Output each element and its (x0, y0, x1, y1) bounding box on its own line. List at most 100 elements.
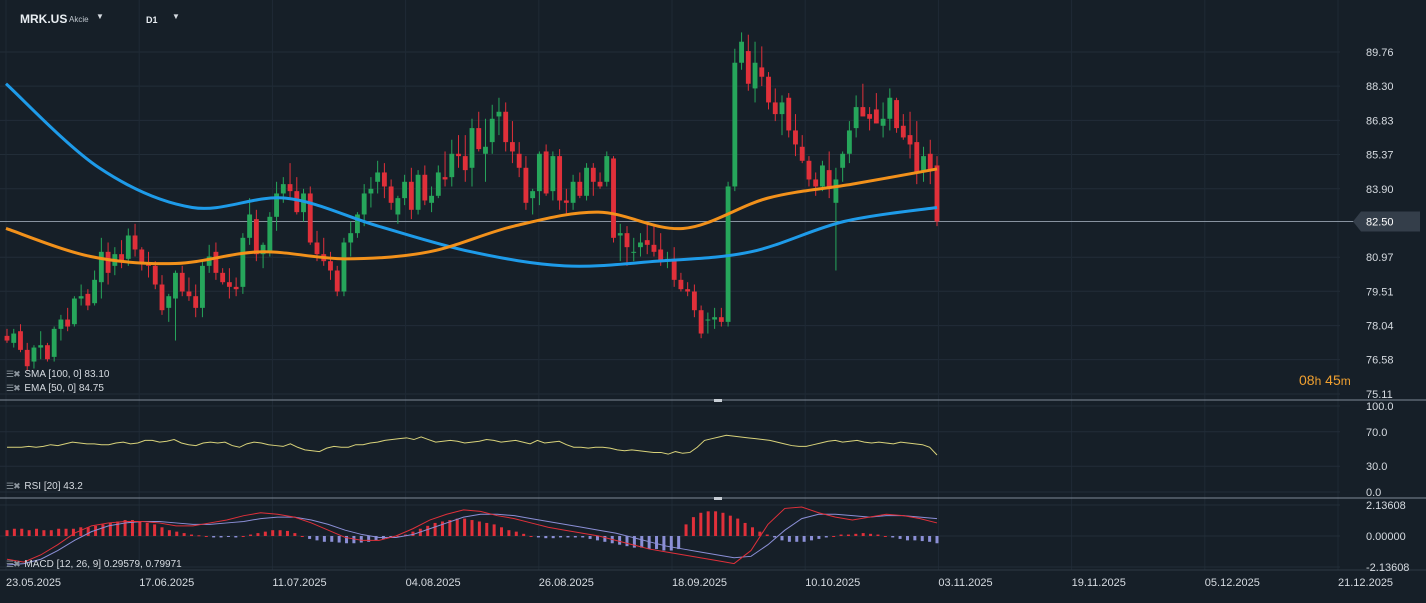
candles (4, 32, 940, 371)
candlestick (671, 247, 677, 287)
rsi-legend-label: RSI [20] 43.2 (24, 481, 83, 492)
sma-legend-label: SMA [100, 0] 83.10 (24, 369, 110, 380)
candlestick (240, 233, 246, 294)
macd-histogram-bar (160, 527, 164, 536)
candlestick (557, 149, 563, 210)
candle-body (712, 317, 718, 320)
macd-histogram-bar (618, 536, 622, 545)
candle-body (631, 251, 637, 253)
settings-icon[interactable]: ☰✖ (6, 383, 21, 393)
sma-legend[interactable]: ☰✖ SMA [100, 0] 83.10 (6, 369, 109, 380)
macd-histogram-bar (433, 522, 437, 536)
candle-body (826, 170, 832, 189)
candle-body (200, 265, 205, 308)
macd-histogram-bar (795, 536, 799, 542)
candle-body (415, 174, 421, 210)
candle-body (388, 186, 394, 203)
macd-histogram-bar (293, 533, 297, 536)
ema-legend[interactable]: ☰✖ EMA [50, 0] 84.75 (6, 383, 104, 394)
settings-icon[interactable]: ☰✖ (6, 369, 21, 379)
macd-histogram-bar (463, 518, 467, 536)
candle-body (38, 345, 44, 348)
candlestick (867, 107, 873, 131)
macd-histogram-bar (492, 524, 496, 536)
candlestick (759, 46, 765, 87)
candle-body (557, 156, 563, 201)
candle-body (840, 153, 846, 168)
macd-histogram-bar (440, 521, 444, 536)
macd-histogram-bar (5, 530, 9, 536)
candle-body (873, 109, 879, 124)
date-tick-label: 21.12.2025 (1338, 577, 1393, 589)
candlestick (348, 221, 354, 257)
candle-body (287, 184, 293, 192)
timeframe-selector[interactable]: D1 (146, 15, 158, 25)
candlestick (779, 95, 785, 136)
macd-histogram-bar (817, 536, 821, 539)
price-tick-label: 76.58 (1366, 355, 1394, 367)
candlestick (563, 188, 569, 215)
candlestick (907, 111, 913, 159)
candle-body (590, 167, 596, 182)
candlestick (752, 41, 758, 103)
macd-histogram-bar (551, 536, 555, 539)
candle-body (105, 251, 111, 273)
macd-tick-label: 0.00000 (1366, 531, 1406, 543)
macd-histogram-bar (345, 536, 349, 544)
candlestick (510, 121, 515, 164)
candle-body (375, 172, 381, 182)
macd-legend[interactable]: ☰✖ MACD [12, 26, 9] 0.29579, 0.79971 (6, 559, 182, 570)
price-tick-label: 88.30 (1366, 81, 1394, 93)
chevron-down-icon[interactable]: ▼ (96, 12, 104, 21)
candlestick (840, 151, 846, 182)
candle-countdown: 08h 45m (1299, 372, 1351, 388)
candlestick (341, 237, 347, 297)
candlestick (328, 251, 333, 280)
candle-body (577, 181, 583, 196)
macd-histogram-bar (573, 536, 577, 538)
settings-icon[interactable]: ☰✖ (6, 481, 21, 491)
candlestick (489, 104, 495, 154)
candlestick (712, 307, 718, 329)
rsi-legend[interactable]: ☰✖ RSI [20] 43.2 (6, 481, 83, 492)
candlestick (921, 146, 926, 182)
symbol-selector[interactable]: MRK.US (20, 12, 68, 26)
candle-body (260, 244, 266, 255)
macd-histogram-bar (603, 536, 607, 542)
candle-body (705, 319, 711, 321)
candlestick (449, 139, 455, 187)
candle-body (644, 240, 650, 245)
macd-histogram-bar (544, 536, 548, 539)
candle-body (914, 142, 920, 173)
candlestick (496, 97, 502, 136)
candle-body (772, 102, 778, 115)
macd-legend-label: MACD [12, 26, 9] 0.29579, 0.79971 (24, 559, 182, 570)
candlestick (806, 156, 812, 187)
candle-body (927, 153, 933, 171)
candle-body (934, 165, 940, 222)
candlestick (355, 212, 360, 238)
panel-resize-handle (714, 399, 722, 402)
candlestick (4, 328, 10, 343)
macd-histogram-bar (485, 522, 489, 536)
candle-body (98, 251, 104, 283)
candle-body (71, 298, 77, 325)
candle-body (274, 193, 279, 217)
rsi-tick-label: 100.0 (1366, 401, 1394, 413)
macd-histogram-bar (869, 533, 873, 536)
candle-body (469, 128, 475, 168)
candle-body (179, 272, 185, 292)
candle-body (408, 181, 414, 210)
chevron-down-icon[interactable]: ▼ (172, 12, 180, 21)
macd-histogram-bar (898, 536, 902, 539)
candle-body (206, 256, 212, 266)
candle-body (247, 214, 253, 238)
candlestick (786, 93, 792, 138)
candle-body (617, 233, 623, 236)
macd-histogram-bar (566, 536, 570, 538)
macd-histogram-bar (153, 524, 157, 536)
settings-icon[interactable]: ☰✖ (6, 559, 21, 569)
candlestick (644, 223, 650, 255)
